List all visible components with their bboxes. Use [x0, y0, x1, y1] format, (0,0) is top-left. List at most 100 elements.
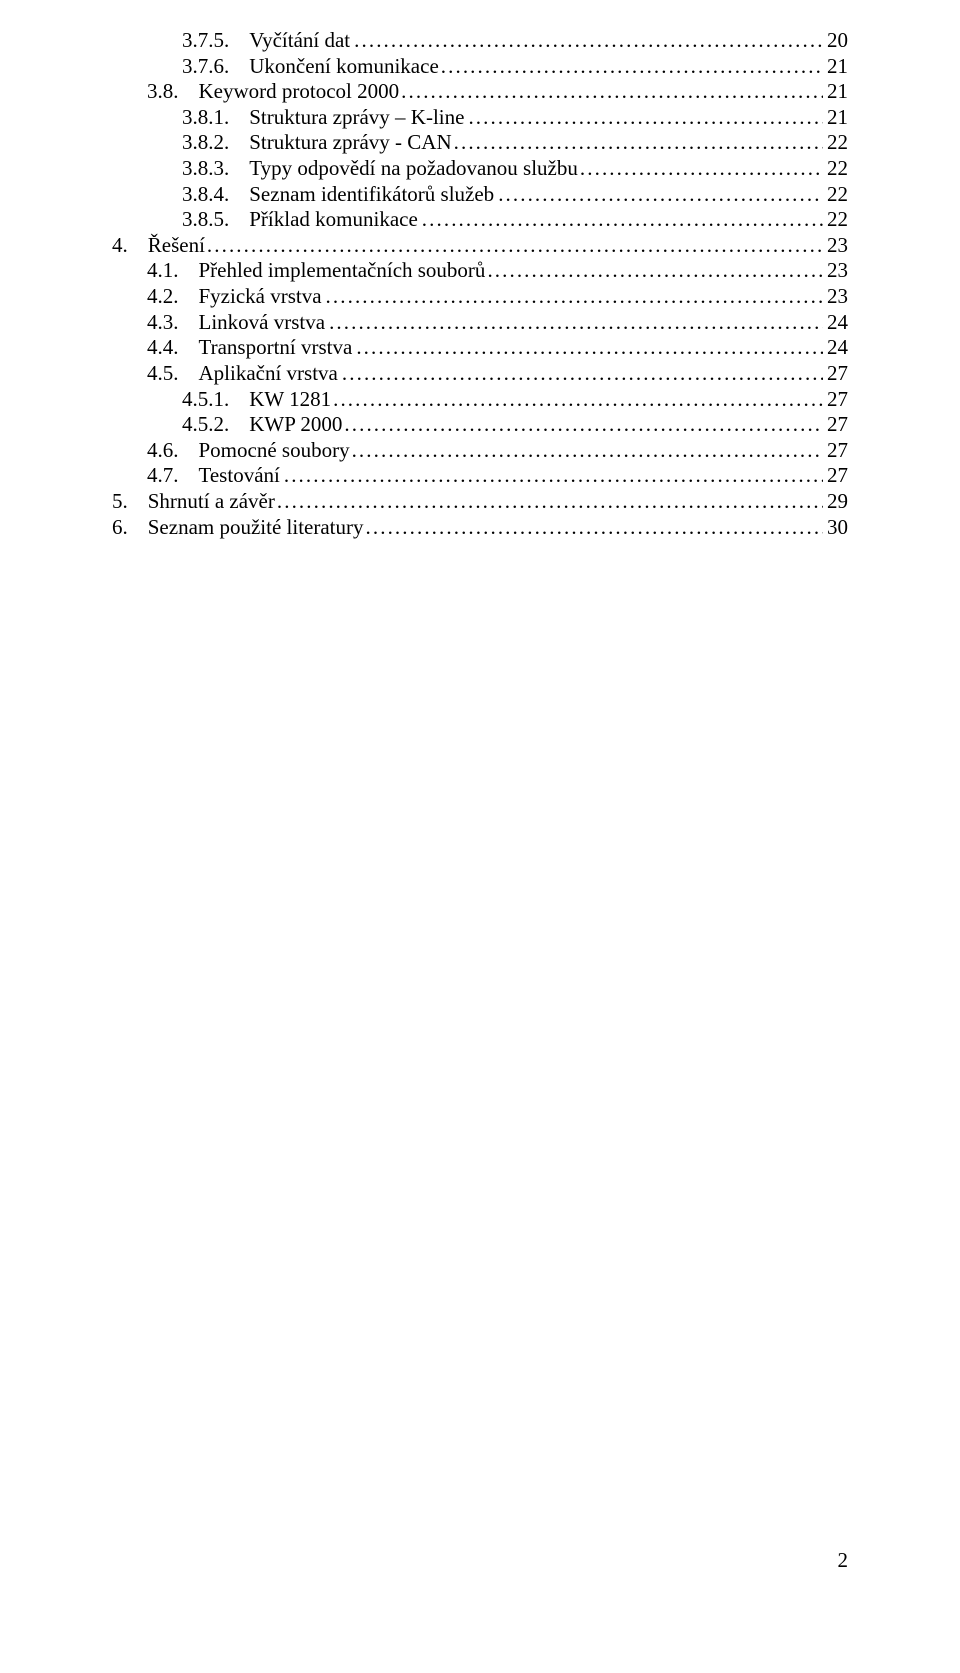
toc-entry-label: Linková vrstva [199, 310, 326, 336]
page-number: 2 [838, 1548, 849, 1573]
toc-entry-label: Ukončení komunikace [249, 54, 439, 80]
toc-entry: 4.1.Přehled implementačních souborů 23 [112, 258, 848, 284]
toc-leader-dots [401, 79, 823, 105]
toc-entry-label: Seznam použité literatury [148, 515, 364, 541]
toc-leader-dots [333, 387, 823, 413]
toc-entry-page: 27 [823, 387, 848, 413]
toc-entry-page: 22 [823, 207, 848, 233]
toc-entry-label: Příklad komunikace [249, 207, 418, 233]
toc-leader-dots [580, 156, 823, 182]
toc-entry-label: Struktura zprávy - CAN [249, 130, 451, 156]
toc-entry: 4.5.Aplikační vrstva 27 [112, 361, 848, 387]
toc-entry-label: Přehled implementačních souborů [199, 258, 486, 284]
toc-entry: 3.8.1.Struktura zprávy – K-line 21 [112, 105, 848, 131]
toc-entry-label: Keyword protocol 2000 [199, 79, 400, 105]
toc-leader-dots [356, 335, 823, 361]
toc-leader-dots [326, 284, 823, 310]
toc-entry-label: Aplikační vrstva [199, 361, 338, 387]
toc-entry-number: 4.5. [147, 361, 199, 387]
toc-entry-label: Řešení [148, 233, 205, 259]
toc-entry-page: 21 [823, 105, 848, 131]
toc-leader-dots [342, 361, 823, 387]
toc-entry-page: 23 [823, 233, 848, 259]
toc-leader-dots [454, 130, 823, 156]
toc-entry-label: KWP 2000 [249, 412, 342, 438]
table-of-contents: 3.7.5.Vyčítání dat203.7.6.Ukončení komun… [112, 28, 848, 540]
toc-entry-number: 3.8.2. [182, 130, 249, 156]
toc-entry: 3.8.5.Příklad komunikace 22 [112, 207, 848, 233]
toc-entry: 4.5.2.KWP 2000 27 [112, 412, 848, 438]
toc-entry-page: 27 [823, 438, 848, 464]
toc-entry-page: 21 [823, 79, 848, 105]
toc-entry-number: 4.5.2. [182, 412, 249, 438]
toc-leader-dots [352, 438, 823, 464]
toc-entry-number: 4.3. [147, 310, 199, 336]
toc-entry-label: Struktura zprávy – K-line [249, 105, 464, 131]
toc-entry-label: Seznam identifikátorů služeb [249, 182, 494, 208]
toc-entry-number: 3.8.1. [182, 105, 249, 131]
toc-leader-dots [354, 28, 823, 54]
toc-entry: 3.8.3.Typy odpovědí na požadovanou služb… [112, 156, 848, 182]
toc-entry: 4.7.Testování 27 [112, 463, 848, 489]
toc-entry: 3.7.5.Vyčítání dat 20 [112, 28, 848, 54]
toc-entry: 4.4.Transportní vrstva 24 [112, 335, 848, 361]
toc-entry-label: KW 1281 [249, 387, 331, 413]
toc-entry-page: 22 [823, 130, 848, 156]
toc-leader-dots [284, 463, 823, 489]
toc-entry-page: 23 [823, 284, 848, 310]
toc-entry-label: Typy odpovědí na požadovanou službu [249, 156, 578, 182]
toc-entry-page: 21 [823, 54, 848, 80]
toc-entry: 4.5.1.KW 1281 27 [112, 387, 848, 413]
toc-leader-dots [441, 54, 823, 80]
toc-entry: 3.8.Keyword protocol 2000 21 [112, 79, 848, 105]
toc-entry: 4.Řešení 23 [112, 233, 848, 259]
toc-page: 3.7.5.Vyčítání dat203.7.6.Ukončení komun… [0, 0, 960, 540]
toc-entry: 3.8.2.Struktura zprávy - CAN 22 [112, 130, 848, 156]
toc-entry-label: Shrnutí a závěr [148, 489, 275, 515]
toc-entry-number: 3.8. [147, 79, 199, 105]
toc-entry-label: Testování [199, 463, 280, 489]
toc-entry-number: 3.8.4. [182, 182, 249, 208]
toc-entry: 4.6.Pomocné soubory 27 [112, 438, 848, 464]
toc-entry-page: 20 [823, 28, 848, 54]
toc-entry-page: 24 [823, 335, 848, 361]
toc-entry-page: 27 [823, 412, 848, 438]
toc-entry-number: 4.7. [147, 463, 199, 489]
toc-entry-label: Vyčítání dat [249, 28, 350, 54]
toc-leader-dots [487, 258, 823, 284]
toc-entry-number: 4. [112, 233, 148, 259]
toc-entry-page: 27 [823, 361, 848, 387]
toc-leader-dots [344, 412, 823, 438]
toc-entry-number: 3.7.6. [182, 54, 249, 80]
toc-entry-number: 4.5.1. [182, 387, 249, 413]
toc-leader-dots [498, 182, 823, 208]
toc-entry-number: 3.8.3. [182, 156, 249, 182]
toc-entry-label: Pomocné soubory [199, 438, 350, 464]
toc-entry-number: 4.4. [147, 335, 199, 361]
toc-entry: 5.Shrnutí a závěr 29 [112, 489, 848, 515]
toc-entry-page: 29 [823, 489, 848, 515]
toc-entry-label: Transportní vrstva [199, 335, 353, 361]
toc-entry-number: 6. [112, 515, 148, 541]
toc-entry-number: 4.6. [147, 438, 199, 464]
toc-entry: 4.2.Fyzická vrstva 23 [112, 284, 848, 310]
toc-entry: 3.7.6.Ukončení komunikace 21 [112, 54, 848, 80]
toc-entry-page: 23 [823, 258, 848, 284]
toc-entry-page: 27 [823, 463, 848, 489]
toc-entry-number: 4.2. [147, 284, 199, 310]
toc-entry-page: 22 [823, 156, 848, 182]
toc-entry-number: 3.8.5. [182, 207, 249, 233]
toc-entry: 6.Seznam použité literatury30 [112, 515, 848, 541]
toc-entry-number: 3.7.5. [182, 28, 249, 54]
toc-leader-dots [366, 515, 823, 541]
toc-leader-dots [277, 489, 823, 515]
toc-leader-dots [468, 105, 823, 131]
toc-entry-number: 5. [112, 489, 148, 515]
toc-entry-label: Fyzická vrstva [199, 284, 322, 310]
toc-leader-dots [422, 207, 823, 233]
toc-entry-page: 22 [823, 182, 848, 208]
toc-entry: 3.8.4.Seznam identifikátorů služeb 22 [112, 182, 848, 208]
toc-entry: 4.3.Linková vrstva24 [112, 310, 848, 336]
toc-leader-dots [329, 310, 823, 336]
toc-entry-number: 4.1. [147, 258, 199, 284]
